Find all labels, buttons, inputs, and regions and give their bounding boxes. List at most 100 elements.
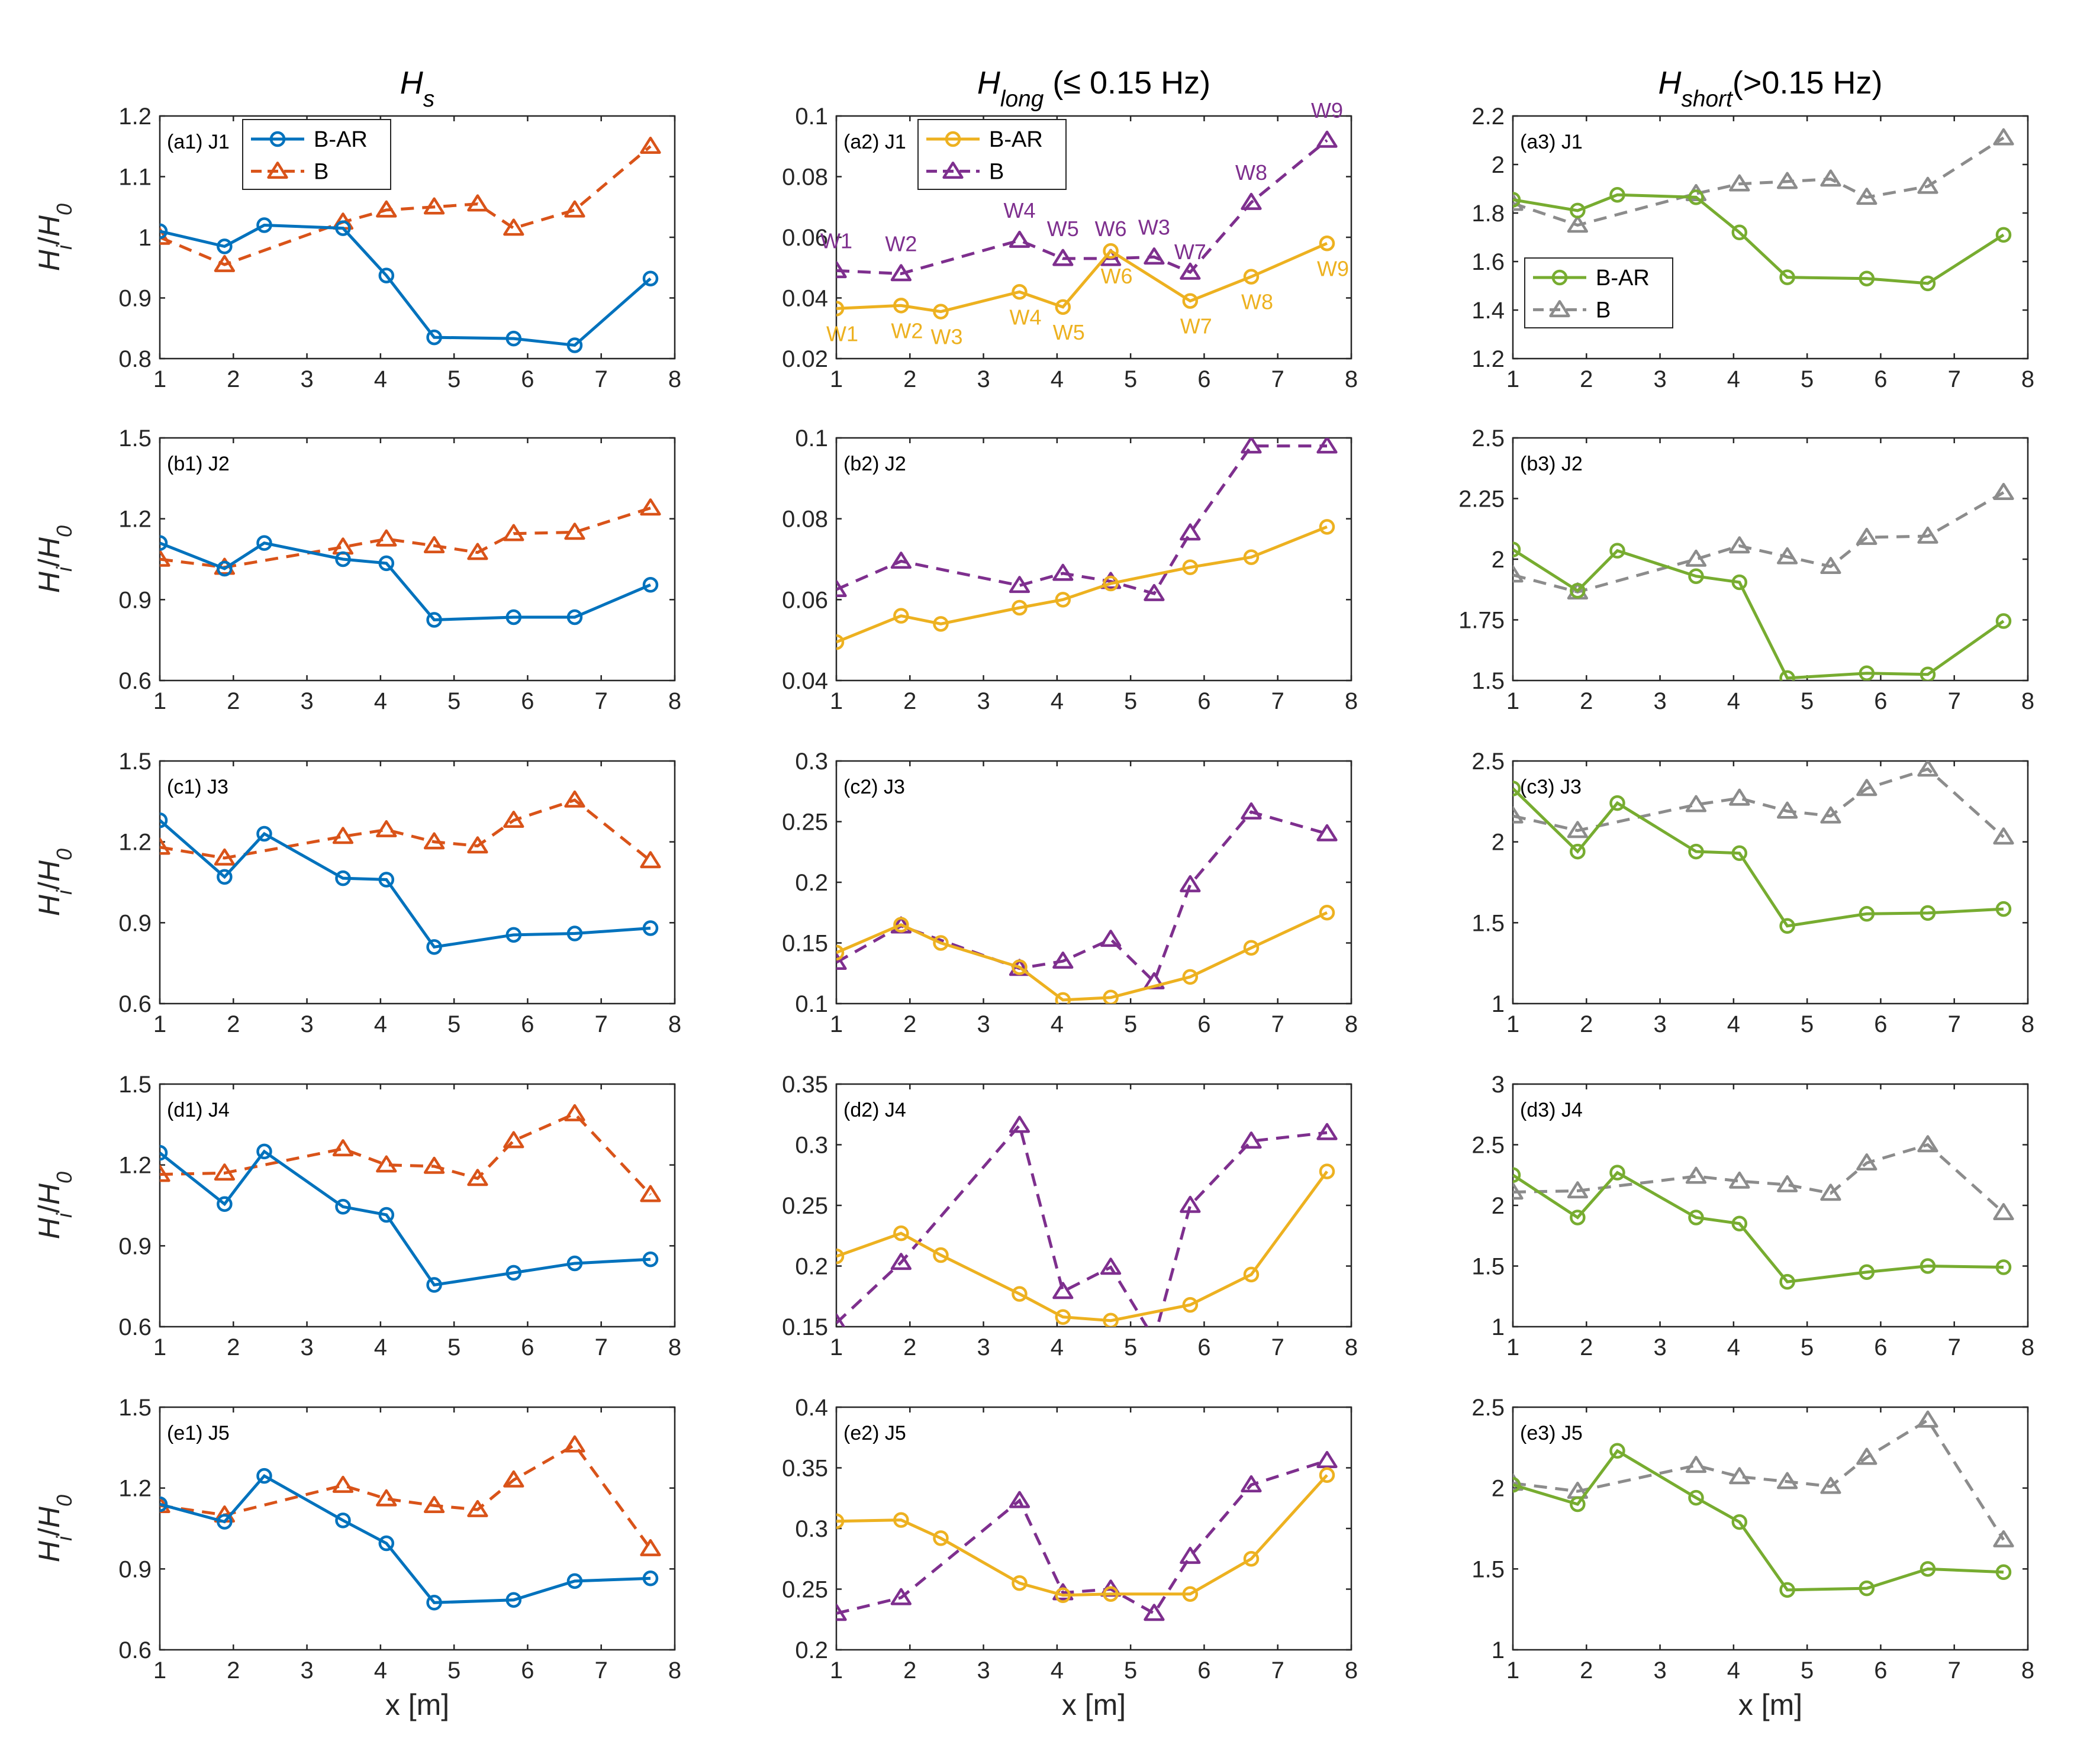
series-bar-point <box>1055 1309 1071 1325</box>
x-tick-label: 6 <box>521 688 534 714</box>
series-b-point <box>1729 174 1750 192</box>
panel-label: (d3) J4 <box>1520 1099 1583 1121</box>
x-tick-label: 2 <box>903 1011 916 1037</box>
column-title-part: long <box>1000 86 1044 112</box>
legend-bar-marker <box>945 131 961 147</box>
y-axis-label-part: / <box>33 882 66 890</box>
gauge-label-bar: W1 <box>826 321 858 346</box>
y-axis-label: Hi/H0 <box>33 525 76 593</box>
series-bar-point <box>1012 284 1028 300</box>
gauge-label-bar: W4 <box>1009 305 1041 329</box>
series-b-point <box>214 848 236 866</box>
panel-label: (e2) J5 <box>843 1422 906 1444</box>
series-b-point <box>467 1499 488 1517</box>
x-tick-label: 3 <box>1653 366 1666 392</box>
series-bar-point <box>426 329 442 346</box>
x-tick-label: 3 <box>977 1334 990 1360</box>
series-b-point <box>1100 1257 1122 1275</box>
x-tick-label: 5 <box>1801 1334 1814 1360</box>
x-tick-label: 5 <box>447 366 460 392</box>
x-tick-label: 1 <box>830 1657 843 1684</box>
series-bar-point <box>160 535 168 551</box>
y-tick-label: 0.06 <box>782 225 828 251</box>
series-b-point <box>640 498 661 516</box>
x-tick-label: 3 <box>977 688 990 714</box>
series-bar-point <box>335 551 351 567</box>
y-tick-label: 1.75 <box>1458 608 1505 634</box>
series-bar-point <box>1513 781 1521 796</box>
series-b-point <box>1993 1530 2014 1547</box>
y-axis-label: Hi/H0 <box>33 1172 76 1239</box>
y-tick-label: 1 <box>139 225 152 251</box>
series-bar-point <box>1859 1580 1875 1597</box>
series-b-point <box>1776 547 1798 565</box>
y-tick-label: 2.2 <box>1471 104 1505 130</box>
x-tick-label: 1 <box>1506 1657 1519 1684</box>
x-tick-label: 8 <box>1345 366 1358 392</box>
x-tick-label: 4 <box>1051 1657 1064 1684</box>
y-axis-label-part: / <box>33 1528 66 1536</box>
x-tick-label: 1 <box>830 1011 843 1037</box>
x-tick-label: 6 <box>1197 366 1210 392</box>
data-group <box>836 802 1338 1004</box>
panel-5: 1 2 3 4 5 6 7 8 0.04 0.06 0.08 0.1 (b2) J2 <box>782 425 1358 714</box>
series-bar-point <box>1859 906 1875 922</box>
gauge-label-b: W7 <box>1174 240 1206 264</box>
x-tick-label: 4 <box>1051 1334 1064 1360</box>
series-b-point <box>1180 523 1201 541</box>
data-group <box>1513 761 2014 934</box>
x-tick-label: 3 <box>1653 1011 1666 1037</box>
column-title-part: H <box>977 65 1001 101</box>
x-tick-label: 2 <box>903 1334 916 1360</box>
y-axis-label-part: 0 <box>52 1495 76 1507</box>
series-b-point <box>1180 262 1201 280</box>
gauge-label-b: W3 <box>1138 215 1170 239</box>
series-b-point <box>1820 1476 1841 1494</box>
series-bar-point <box>1182 1586 1199 1602</box>
y-tick-label: 1.2 <box>118 1153 152 1179</box>
y-tick-label: 2 <box>1492 1476 1505 1502</box>
x-tick-label: 6 <box>1197 1334 1210 1360</box>
series-b-point <box>214 1163 236 1181</box>
y-axis-label-part: 0 <box>52 1172 76 1183</box>
y-tick-label: 0.9 <box>118 1556 152 1582</box>
x-tick-label: 8 <box>1345 688 1358 714</box>
x-tick-label: 3 <box>977 1011 990 1037</box>
y-tick-label: 1.5 <box>118 749 152 775</box>
series-bar-point <box>642 1251 659 1268</box>
x-tick-label: 3 <box>300 1657 313 1684</box>
series-b-point <box>564 200 585 218</box>
y-tick-label: 1.5 <box>118 425 152 452</box>
y-tick-label: 0.08 <box>782 507 828 533</box>
y-tick-label: 0.9 <box>118 910 152 936</box>
series-b-point <box>640 851 661 869</box>
series-b-point <box>1729 1467 1750 1485</box>
y-tick-label: 0.06 <box>782 587 828 613</box>
series-bar-point <box>378 555 395 572</box>
x-tick-label: 7 <box>1948 688 1961 714</box>
data-group <box>160 1104 661 1293</box>
series-bar-point <box>378 872 395 888</box>
series-bar-point <box>1731 224 1748 241</box>
series-bar-point <box>426 1595 442 1611</box>
series-bar-point <box>1859 665 1875 681</box>
panel-label: (b3) J2 <box>1520 453 1583 475</box>
series-b-point <box>1776 172 1798 189</box>
x-tick-label: 6 <box>1197 1657 1210 1684</box>
y-axis-label-part: / <box>33 1205 66 1213</box>
axes-box <box>159 760 676 1005</box>
series-b-line <box>160 507 651 569</box>
series-b-line <box>1513 136 2005 227</box>
y-tick-label: 0.9 <box>118 1233 152 1259</box>
column-title-part: s <box>423 86 434 112</box>
x-tick-label: 5 <box>1124 1011 1137 1037</box>
panel-label: (c3) J3 <box>1520 776 1582 798</box>
panel-label: (d1) J4 <box>167 1099 230 1121</box>
series-b-point <box>1144 583 1165 601</box>
series-bar-point <box>1182 1297 1199 1313</box>
series-bar-point <box>1319 1467 1335 1484</box>
panel-label: (a3) J1 <box>1520 131 1583 153</box>
x-tick-label: 2 <box>227 1334 240 1360</box>
series-b-point <box>890 264 912 282</box>
x-tick-label: 4 <box>374 1011 387 1037</box>
